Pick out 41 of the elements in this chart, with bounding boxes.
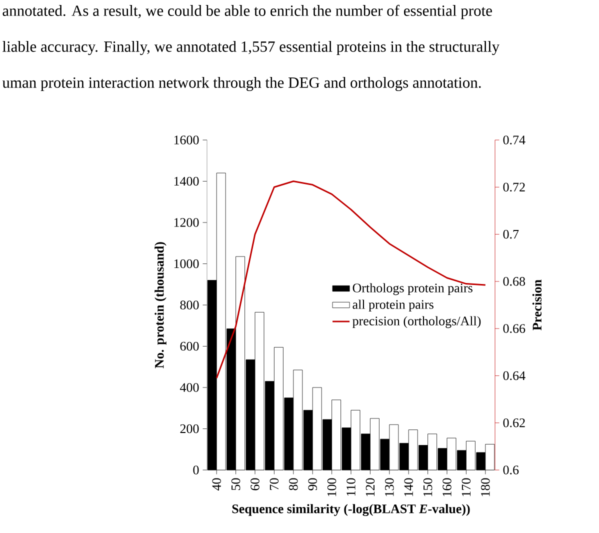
- x-tick-label: 90: [308, 478, 317, 490]
- x-axis-title: Sequence similarity (-log(BLAST E-value)): [232, 504, 470, 516]
- text: annotated. As a result, we could be able to enrich the number of essential prote: [2, 4, 492, 20]
- y2-tick-label: 0.6: [503, 466, 519, 474]
- x-tick-label: 130: [385, 478, 394, 496]
- y-tick-label: 1200: [174, 218, 199, 227]
- x-tick-label: 100: [327, 478, 336, 496]
- text: uman protein interaction network through the DEG and orthologs annotation.: [2, 76, 481, 92]
- x-tick-label: 180: [481, 478, 490, 496]
- y-tick-label: 1600: [174, 136, 199, 144]
- x-tick-label: 170: [462, 478, 471, 496]
- y-axis-title: No. protein (thousand): [154, 242, 166, 368]
- y-tick-label: 200: [180, 424, 199, 434]
- y2-tick-label: 0.68: [503, 277, 526, 286]
- x-tick-label: 140: [404, 478, 413, 496]
- legend-label: Orthologs protein pairs: [352, 283, 472, 296]
- y2-tick-label: 0.72: [503, 182, 525, 192]
- y2-tick-label: 0.74: [503, 136, 526, 144]
- x-tick-label: 40: [212, 478, 221, 491]
- y2-tick-label: 0.7: [503, 230, 519, 239]
- x-tick-label: 160: [442, 478, 452, 496]
- x-tick-label: 60: [250, 478, 260, 490]
- x-tick-label: 150: [423, 478, 432, 496]
- y2-tick-label: 0.64: [503, 371, 526, 380]
- text: liable accuracy. Finally, we annotated 1,557 essential proteins in the structurally: [2, 40, 500, 56]
- x-tick-label: 50: [231, 478, 240, 490]
- legend-label: all protein pairs: [352, 300, 434, 312]
- x-tick-label: 70: [270, 478, 279, 490]
- y-tick-label: 800: [180, 300, 199, 310]
- y2-axis-title: Precision: [532, 280, 542, 330]
- y-tick-label: 0: [193, 466, 199, 474]
- y-tick-label: 1000: [174, 259, 199, 268]
- y-tick-label: 1400: [174, 176, 199, 186]
- y2-tick-label: 0.62: [503, 418, 525, 428]
- legend-label: precision (orthologs/All): [352, 316, 481, 328]
- y-tick-label: 600: [180, 342, 199, 351]
- x-tick-label: 120: [366, 478, 375, 496]
- x-tick-label: 80: [289, 478, 298, 490]
- y2-tick-label: 0.66: [503, 324, 526, 333]
- x-tick-label: 110: [346, 478, 356, 496]
- y-tick-label: 400: [180, 383, 199, 392]
